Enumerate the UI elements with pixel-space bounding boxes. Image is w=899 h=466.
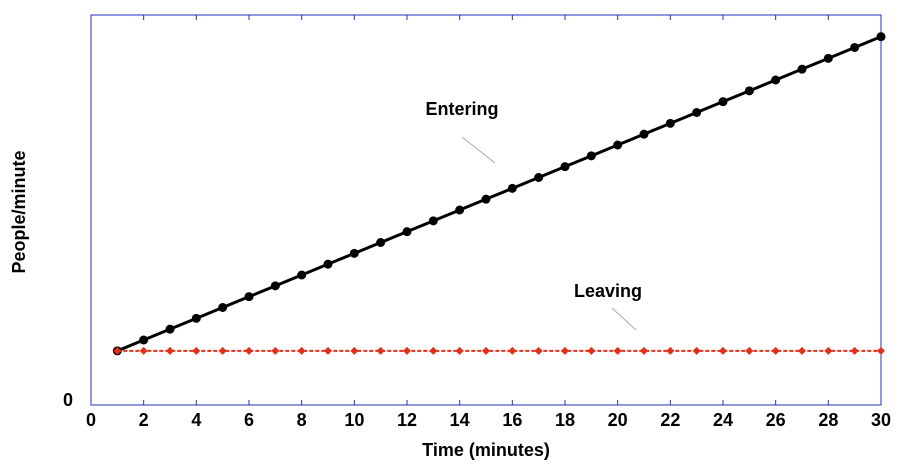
marker [745, 346, 754, 355]
x-tick-label: 20 [608, 410, 628, 430]
x-tick-label: 16 [502, 410, 522, 430]
marker [507, 183, 517, 193]
x-tick-label: 8 [297, 410, 307, 430]
marker [876, 32, 886, 42]
marker [139, 335, 149, 345]
marker [613, 140, 623, 150]
marker [324, 346, 332, 355]
marker [692, 108, 702, 117]
marker [797, 64, 807, 74]
marker [191, 313, 201, 323]
marker [429, 346, 438, 355]
x-tick-label: 2 [139, 410, 149, 430]
marker [534, 173, 544, 182]
marker [665, 118, 675, 128]
marker [666, 346, 675, 355]
marker [402, 227, 412, 237]
marker [744, 86, 754, 96]
marker [640, 346, 648, 355]
marker [245, 346, 253, 355]
marker [718, 97, 728, 107]
marker [166, 346, 174, 355]
marker [323, 259, 333, 269]
x-tick-label: 22 [660, 410, 680, 430]
marker [850, 346, 859, 355]
marker [455, 346, 464, 355]
marker [165, 324, 175, 334]
plot-frame [90, 14, 882, 406]
marker [692, 346, 701, 355]
marker [297, 346, 306, 355]
marker [561, 346, 569, 355]
x-tick-label: 28 [818, 410, 838, 430]
x-tick-label: 4 [191, 410, 201, 430]
leader-line [461, 136, 496, 164]
marker [508, 346, 517, 355]
marker [376, 346, 385, 355]
marker [270, 281, 280, 291]
marker [877, 346, 885, 355]
x-tick-label: 24 [713, 410, 733, 430]
marker [850, 43, 860, 52]
marker [455, 205, 465, 215]
marker [482, 346, 490, 355]
marker [639, 129, 649, 139]
marker [586, 151, 596, 161]
x-tick-label: 10 [344, 410, 364, 430]
marker [719, 346, 727, 355]
y-axis-label: People/minute [9, 150, 29, 273]
series-line [116, 35, 882, 353]
marker [403, 346, 411, 355]
marker [824, 346, 833, 355]
marker [481, 194, 491, 204]
marker [587, 346, 596, 355]
series-label: Leaving [574, 281, 642, 301]
marker [271, 346, 280, 355]
marker [113, 346, 122, 355]
marker [244, 292, 254, 302]
leader-line [611, 307, 637, 331]
marker [823, 53, 833, 63]
marker [771, 75, 781, 85]
marker [139, 346, 148, 355]
x-tick-label: 12 [397, 410, 417, 430]
marker [218, 346, 227, 355]
marker [428, 216, 438, 226]
x-tick-label: 0 [86, 410, 96, 430]
y-tick-label: 0 [63, 390, 73, 410]
marker [218, 303, 228, 312]
marker [376, 238, 386, 247]
x-tick-label: 30 [871, 410, 891, 430]
x-tick-label: 6 [244, 410, 254, 430]
series-label: Entering [425, 99, 498, 119]
marker [192, 346, 201, 355]
marker [350, 346, 359, 355]
marker [297, 270, 307, 280]
marker [771, 346, 780, 355]
x-tick-label: 26 [766, 410, 786, 430]
marker [349, 248, 359, 258]
marker [798, 346, 806, 355]
x-axis-label: Time (minutes) [422, 440, 550, 460]
marker [560, 162, 570, 172]
x-tick-label: 18 [555, 410, 575, 430]
marker [534, 346, 543, 355]
marker [613, 346, 622, 355]
x-tick-label: 14 [450, 410, 470, 430]
